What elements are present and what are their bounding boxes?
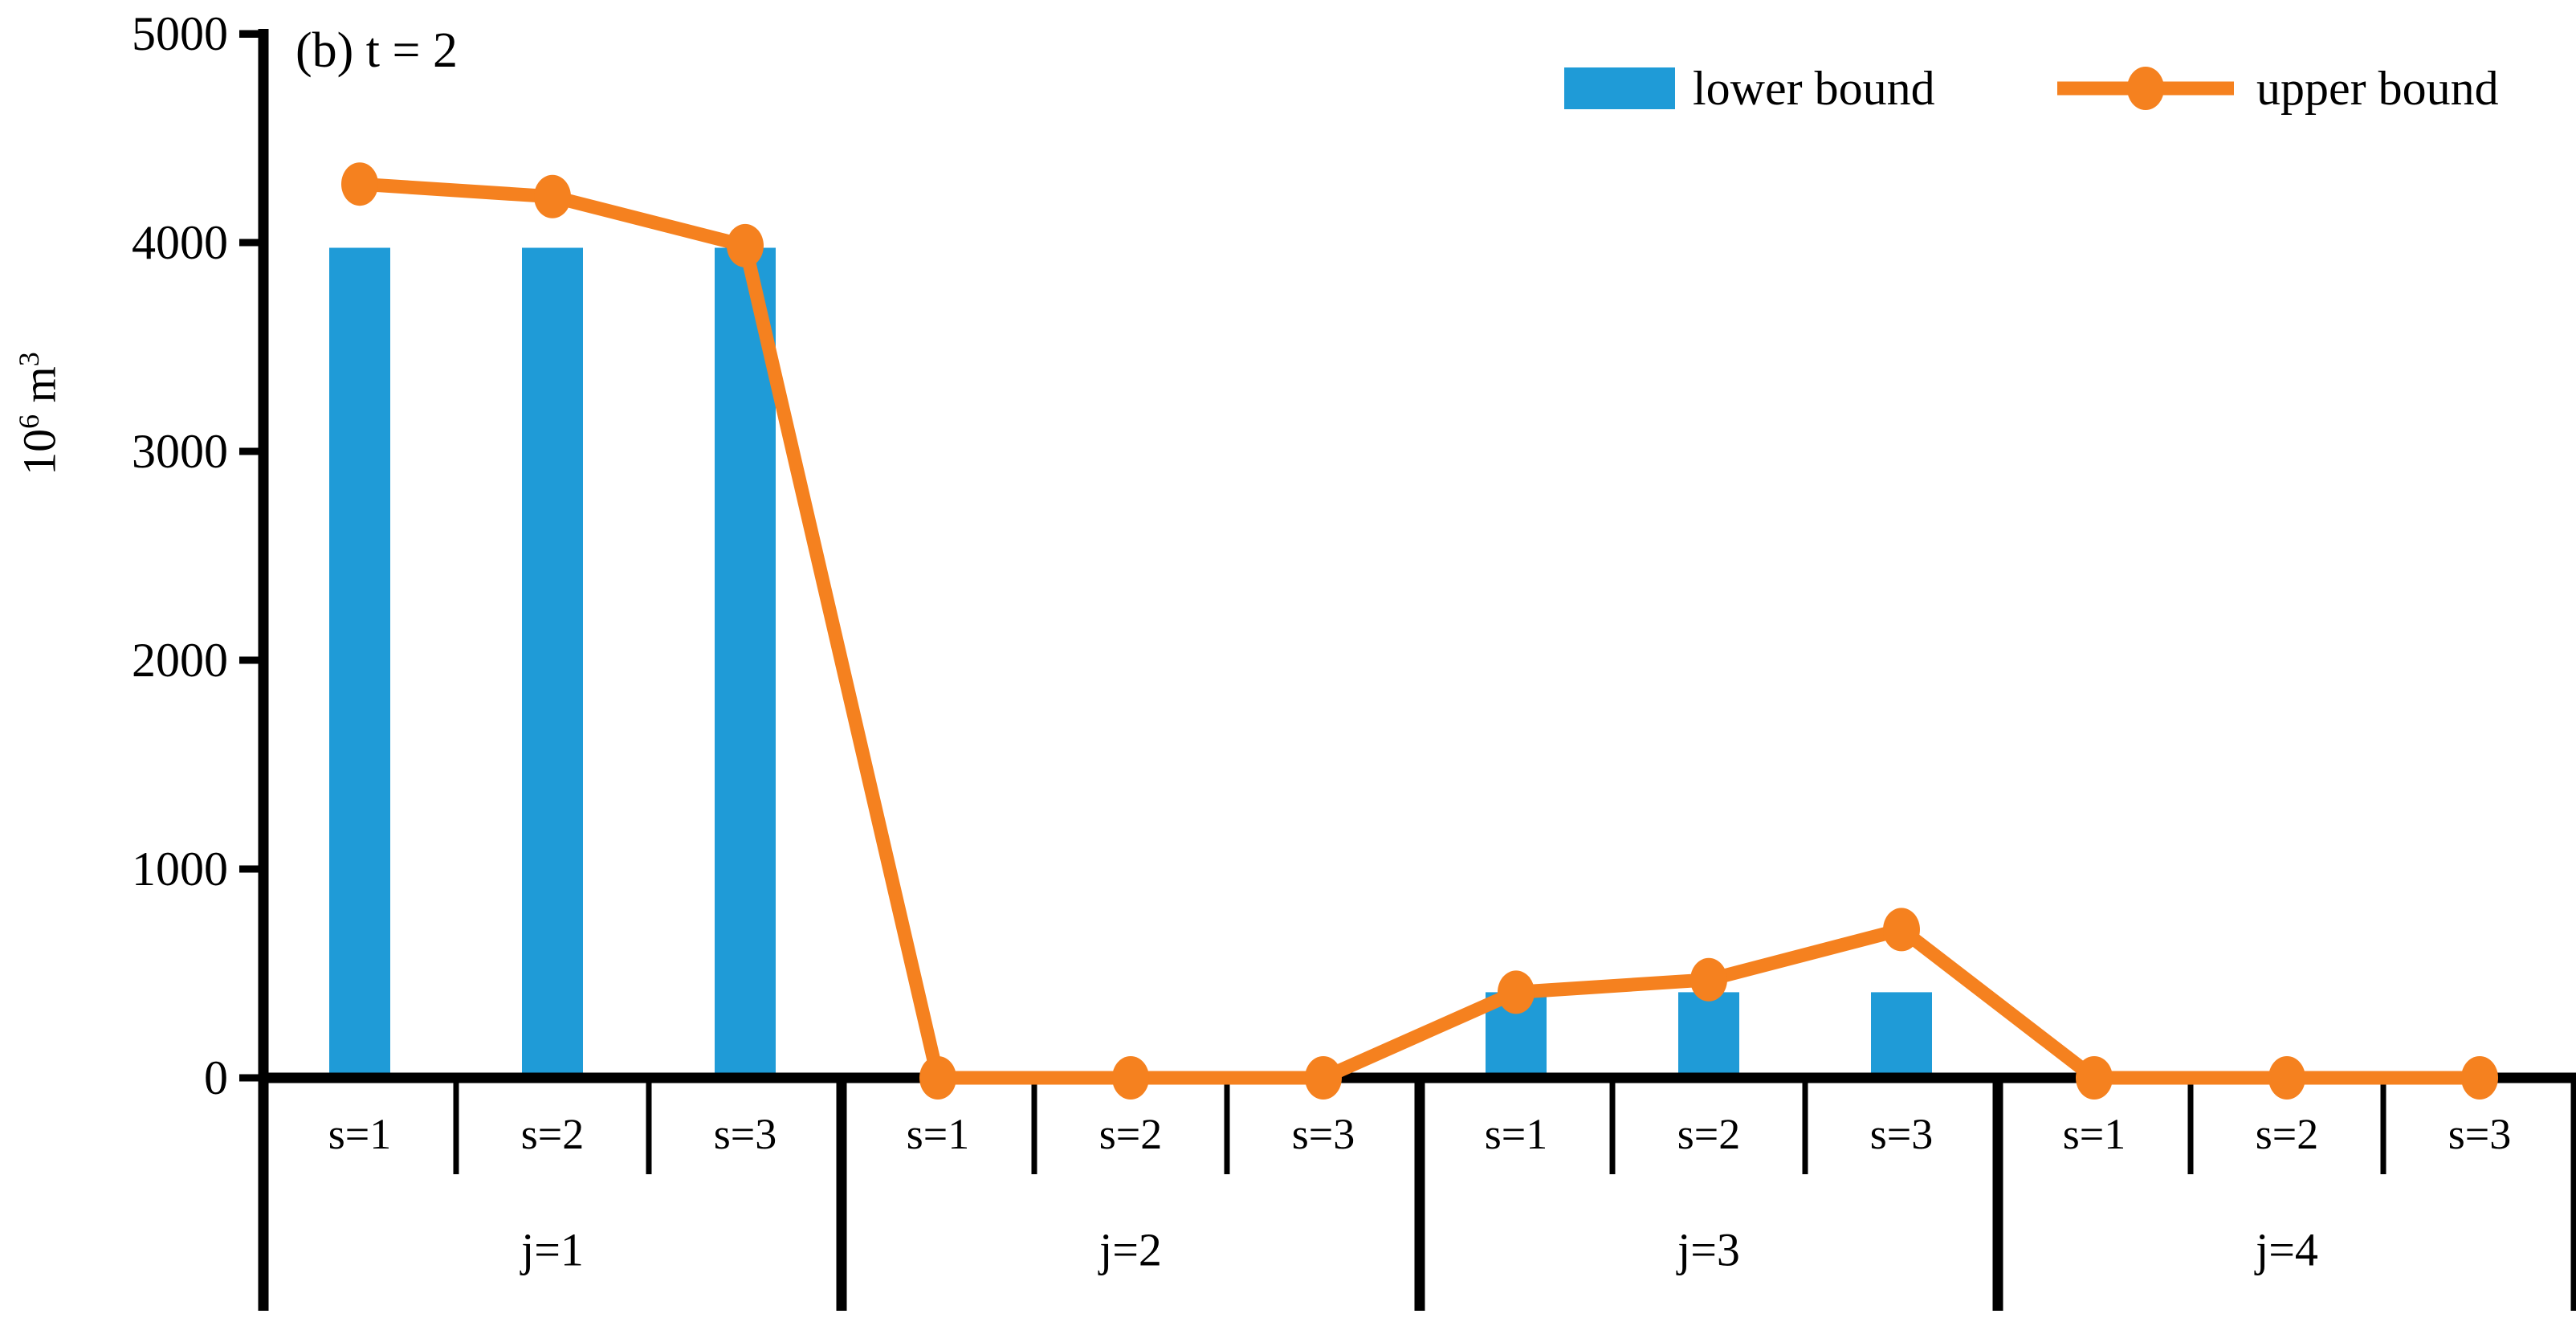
y-axis-unit: m bbox=[13, 366, 66, 414]
upper-bound-marker bbox=[1690, 957, 1727, 1002]
lower-bound-swatch-icon bbox=[1564, 67, 1675, 109]
x-label-group: j=1 bbox=[520, 1224, 584, 1276]
upper-bound-marker bbox=[1883, 908, 1920, 952]
upper-bound-marker bbox=[341, 162, 378, 206]
legend-label-lower: lower bound bbox=[1693, 61, 1935, 115]
y-axis-unit-base: 10 bbox=[13, 428, 66, 475]
upper-bound-line bbox=[353, 177, 2487, 1085]
y-tick-label: 5000 bbox=[132, 7, 228, 60]
y-tick-label: 4000 bbox=[132, 216, 228, 269]
bar-lower-bound bbox=[715, 247, 776, 1078]
x-label-s: s=3 bbox=[2448, 1110, 2511, 1158]
upper-bound-marker bbox=[1305, 1056, 1342, 1100]
upper-bound-marker bbox=[2076, 1056, 2113, 1100]
bar-lower-bound bbox=[522, 247, 583, 1078]
y-tick-label: 3000 bbox=[132, 425, 228, 478]
x-label-group: j=4 bbox=[2254, 1224, 2318, 1276]
x-label-s: s=1 bbox=[2063, 1110, 2126, 1158]
x-label-s: s=2 bbox=[1099, 1110, 1162, 1158]
upper-bound-marker bbox=[1498, 970, 1535, 1014]
bar-lower-bound bbox=[1678, 992, 1739, 1078]
y-axis-unit-exponent: 6 bbox=[13, 414, 45, 429]
axes-layer bbox=[239, 29, 2576, 1311]
upper-bound-marker bbox=[534, 174, 571, 218]
legend-label-upper: upper bound bbox=[2256, 61, 2499, 115]
x-label-s: s=2 bbox=[2256, 1110, 2318, 1158]
x-label-s: s=1 bbox=[1485, 1110, 1547, 1158]
x-label-s: s=3 bbox=[1292, 1110, 1355, 1158]
upper-bound-marker bbox=[727, 223, 764, 267]
bar-lower-bound bbox=[1871, 992, 1932, 1078]
legend-item-upper-bound: upper bound bbox=[2052, 59, 2499, 117]
x-label-s: s=3 bbox=[714, 1110, 776, 1158]
line-layer bbox=[341, 162, 2498, 1100]
x-label-s: s=1 bbox=[907, 1110, 969, 1158]
x-label-group: j=2 bbox=[1098, 1224, 1162, 1276]
x-label-group: j=3 bbox=[1676, 1224, 1740, 1276]
upper-bound-line-icon bbox=[2057, 67, 2234, 110]
upper-bound-marker bbox=[2461, 1056, 2498, 1100]
y-axis-unit-exponent2: 3 bbox=[13, 352, 45, 367]
y-tick-label: 1000 bbox=[132, 843, 228, 896]
x-label-s: s=3 bbox=[1870, 1110, 1933, 1158]
upper-bound-marker bbox=[2268, 1056, 2305, 1100]
upper-bound-marker bbox=[919, 1056, 956, 1100]
labels-layer: 0 1000 2000 3000 4000 5000 s=1 s=2 s=3 j=1 s=1 s=2 s… bbox=[132, 7, 2511, 1276]
y-tick-label: 0 bbox=[204, 1051, 228, 1104]
legend-item-lower-bound: lower bound bbox=[1564, 59, 1935, 117]
y-axis-title: 106 m3 bbox=[12, 269, 81, 558]
bars-layer bbox=[329, 247, 1932, 1078]
x-label-s: s=1 bbox=[328, 1110, 391, 1158]
upper-bound-marker bbox=[1112, 1056, 1149, 1100]
bar-lower-bound bbox=[329, 247, 390, 1078]
y-tick-label: 2000 bbox=[132, 634, 228, 687]
x-label-s: s=2 bbox=[521, 1110, 584, 1158]
x-label-s: s=2 bbox=[1677, 1110, 1740, 1158]
panel-annotation: (b) t = 2 bbox=[296, 23, 458, 78]
